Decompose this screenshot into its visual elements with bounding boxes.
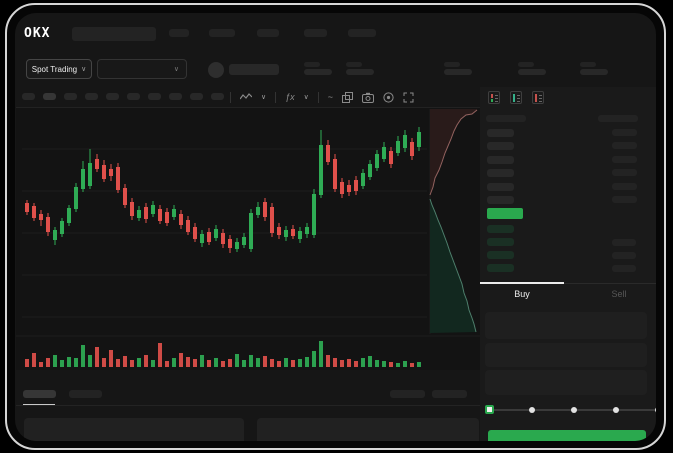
nav-item-skeleton[interactable] (209, 29, 235, 37)
orderbook-layout-bids-icon[interactable] (510, 91, 522, 104)
nav-item-skeleton[interactable] (257, 29, 279, 37)
divider (16, 107, 656, 108)
timeframe-button-skeleton[interactable] (148, 93, 161, 100)
timeframe-button-skeleton[interactable] (106, 93, 119, 100)
timeframe-button-skeleton[interactable] (211, 93, 224, 100)
ask-amount-skeleton (612, 156, 637, 163)
bid-price-skeleton[interactable] (487, 251, 514, 259)
app-window: OKX Spot Trading ∨ ∨ ∨ ƒx ∨ ~ (15, 13, 656, 441)
compare-icon[interactable] (342, 91, 354, 103)
bid-price-skeleton[interactable] (487, 225, 514, 233)
ask-price-skeleton[interactable] (487, 169, 514, 177)
tab-sell[interactable]: Sell (611, 289, 627, 299)
slider-stop-dot[interactable] (571, 407, 577, 413)
timeframe-button-skeleton[interactable] (64, 93, 77, 100)
fullscreen-icon[interactable] (403, 92, 414, 103)
bid-amount-skeleton (612, 252, 636, 259)
amount-slider-handle[interactable] (485, 405, 494, 414)
bottom-action-skeleton[interactable] (432, 390, 467, 398)
timeframe-button-skeleton[interactable] (190, 93, 203, 100)
timeframe-button-skeleton[interactable] (85, 93, 98, 100)
price-input-skeleton[interactable] (485, 312, 647, 339)
pair-avatar[interactable] (208, 62, 224, 78)
divider (16, 405, 480, 406)
price-chart[interactable] (16, 108, 480, 370)
orderbook-amount-header-skeleton (598, 115, 638, 122)
orderbook-price-header-skeleton (486, 115, 526, 122)
ask-price-skeleton[interactable] (487, 183, 514, 191)
ticker-stat-label-skeleton (580, 62, 596, 67)
ask-price-skeleton[interactable] (487, 142, 514, 150)
amount-input-skeleton[interactable] (485, 343, 647, 367)
chevron-down-icon: ∨ (81, 65, 87, 73)
slider-stop-dot[interactable] (613, 407, 619, 413)
tab-buy[interactable]: Buy (514, 289, 530, 299)
bottom-tab-skeleton[interactable] (69, 390, 102, 398)
orders-table-skeleton (24, 418, 244, 441)
bid-price-skeleton[interactable] (487, 238, 514, 246)
ticker-stat-label-skeleton (518, 62, 534, 67)
orderbook-trade-panel: Buy Sell (480, 87, 656, 441)
ticker-stat-value-skeleton (304, 69, 332, 75)
divider (480, 283, 656, 284)
divider (230, 91, 231, 103)
ask-price-skeleton[interactable] (487, 156, 514, 164)
ticker-stat-label-skeleton (444, 62, 460, 67)
slider-stop-dot[interactable] (529, 407, 535, 413)
ask-amount-skeleton (612, 169, 637, 176)
timeframe-button-skeleton[interactable] (127, 93, 140, 100)
bid-price-skeleton[interactable] (487, 264, 514, 272)
ticker-stat-label-skeleton (346, 62, 362, 67)
bid-amount-skeleton (612, 239, 636, 246)
divider (275, 91, 277, 103)
device-frame: OKX Spot Trading ∨ ∨ ∨ ƒx ∨ ~ (5, 3, 666, 450)
line-tool-icon[interactable]: ~ (327, 91, 334, 102)
nav-item-skeleton[interactable] (348, 29, 376, 37)
ask-price-skeleton[interactable] (487, 196, 514, 204)
buy-tab-underline (480, 282, 564, 284)
chevron-down-icon[interactable]: ∨ (303, 93, 309, 101)
pair-name-skeleton (229, 64, 279, 75)
ask-amount-skeleton (612, 196, 637, 203)
nav-item-skeleton[interactable] (169, 29, 189, 37)
timeframe-button-skeleton[interactable] (22, 93, 35, 100)
chart-type-icon[interactable] (240, 92, 252, 102)
bottom-action-skeleton[interactable] (390, 390, 425, 398)
divider (317, 91, 319, 103)
orderbook-layout-asks-icon[interactable] (532, 91, 544, 104)
ask-amount-skeleton (612, 183, 637, 190)
ticker-stat-value-skeleton (444, 69, 472, 75)
chevron-down-icon[interactable]: ∨ (261, 93, 267, 101)
timeframe-button-skeleton[interactable] (43, 93, 56, 100)
chevron-down-icon: ∨ (173, 65, 179, 73)
total-input-skeleton[interactable] (485, 370, 647, 395)
bid-amount-skeleton (612, 265, 636, 272)
last-price-badge[interactable] (487, 208, 523, 219)
bottom-tab-active-skeleton[interactable] (23, 390, 56, 398)
ticker-stat-label-skeleton (304, 62, 320, 67)
ticker-stat-value-skeleton (346, 69, 374, 75)
buy-button[interactable] (488, 430, 646, 441)
okx-logo[interactable]: OKX (24, 26, 51, 41)
nav-item-skeleton[interactable] (304, 29, 327, 37)
ask-amount-skeleton (612, 142, 637, 149)
market-type-label: Spot Trading (31, 64, 78, 74)
market-type-selector[interactable]: Spot Trading ∨ (26, 59, 92, 79)
camera-icon[interactable] (362, 92, 375, 103)
ticker-stat-value-skeleton (518, 69, 546, 75)
pair-selector-dropdown[interactable]: ∨ (97, 59, 187, 79)
ticker-stat-value-skeleton (580, 69, 608, 75)
indicators-icon[interactable]: ƒx (285, 91, 295, 102)
ask-price-skeleton[interactable] (487, 129, 514, 137)
timeframe-button-skeleton[interactable] (169, 93, 182, 100)
orders-table-skeleton (257, 418, 479, 441)
settings-icon[interactable] (383, 91, 394, 103)
orderbook-layout-default-icon[interactable] (488, 91, 500, 104)
ask-amount-skeleton (612, 129, 637, 136)
slider-stop-dot[interactable] (655, 407, 656, 413)
nav-search-skeleton[interactable] (72, 27, 156, 41)
